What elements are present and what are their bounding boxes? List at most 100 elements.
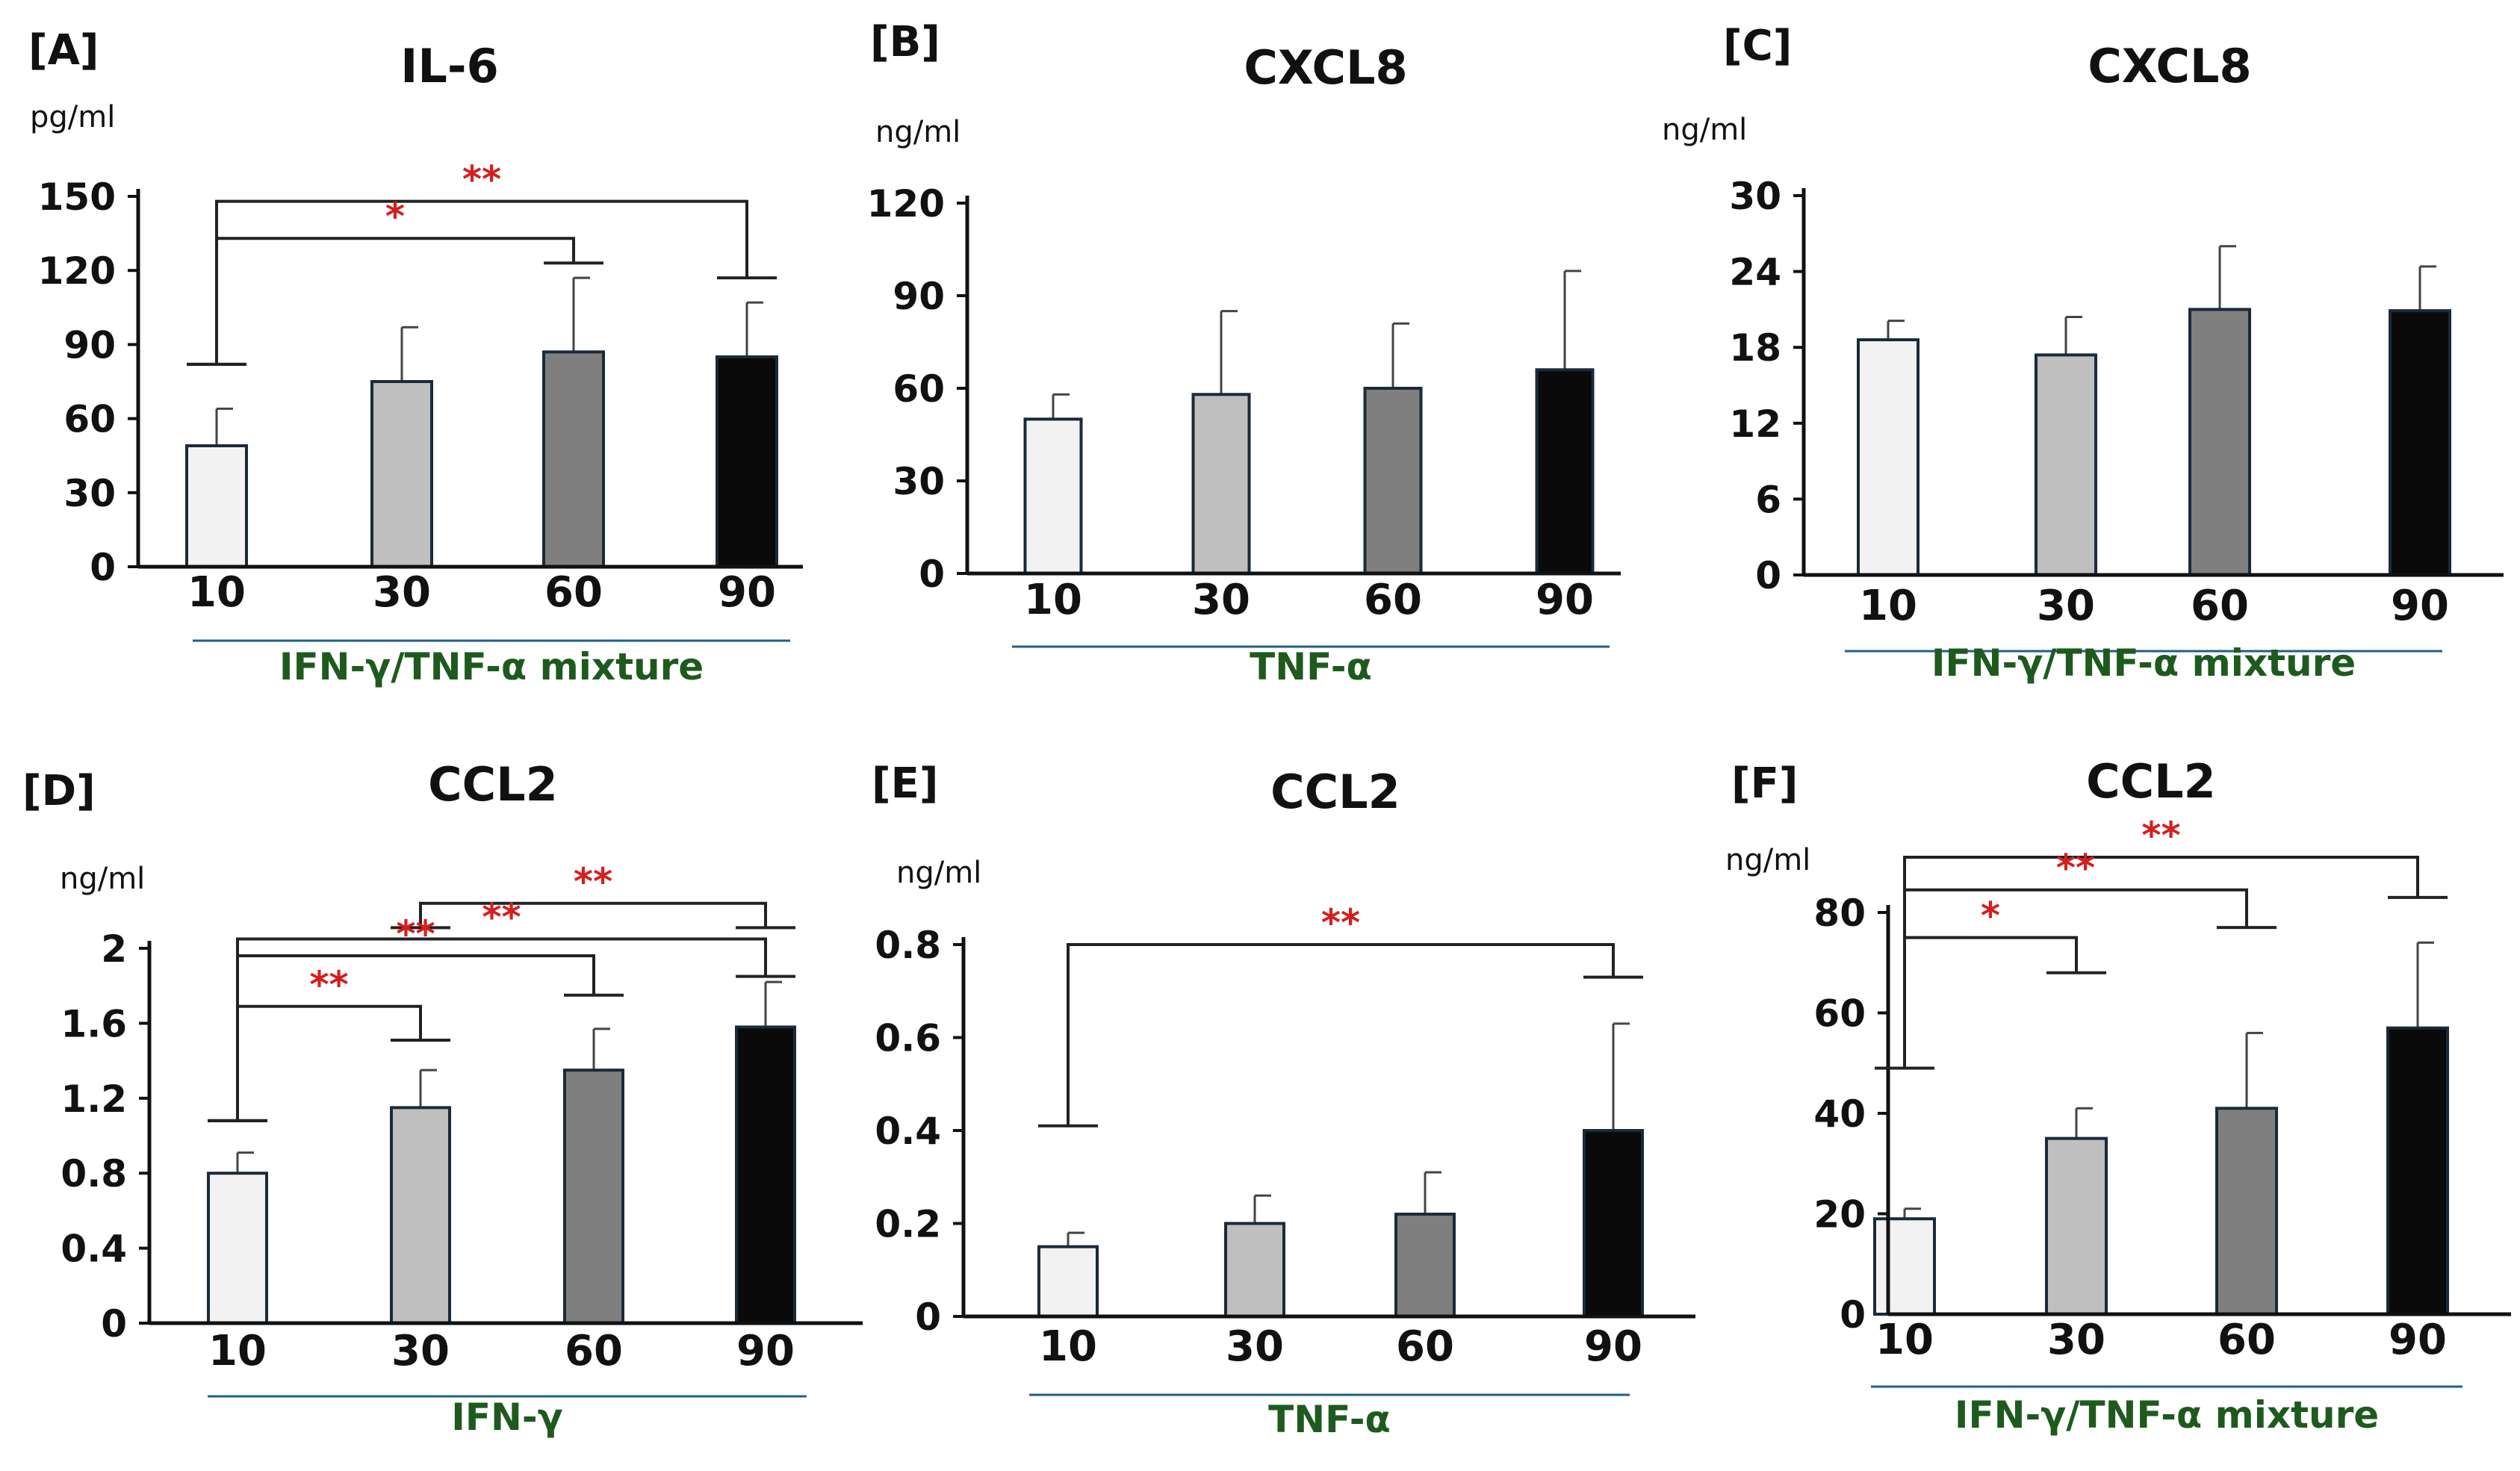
y-unit-label: ng/ml <box>896 856 981 890</box>
significance-bracket <box>215 237 575 364</box>
x-category-label: 10 <box>1024 576 1082 624</box>
significance-marker: ** <box>482 895 521 939</box>
bar-10 <box>1023 417 1083 575</box>
bar-90 <box>1535 368 1595 575</box>
bar-10 <box>1873 1217 1936 1316</box>
panel-label: [D] <box>22 767 96 815</box>
x-category-label: 30 <box>2037 582 2095 630</box>
y-unit-label: pg/ml <box>30 100 115 134</box>
significance-marker: ** <box>2141 814 2180 857</box>
x-axis-group-label: TNF-α <box>1268 1398 1391 1441</box>
x-category-label: 30 <box>1226 1322 1284 1371</box>
y-tick-label: 0 <box>101 1302 127 1346</box>
panel-5: [E] CCL2 ng/ml 0 0.2 0.4 0.6 0.8 10 30 60 90 TNF-α ** <box>872 759 1695 1441</box>
bar-60 <box>2188 308 2251 576</box>
panel-label: [A] <box>28 26 99 75</box>
y-tick-label: 24 <box>1729 251 1781 294</box>
significance-marker: * <box>1981 895 2000 938</box>
bar-10 <box>1037 1245 1099 1318</box>
bar-90 <box>2389 309 2451 576</box>
bar-90 <box>2386 1026 2449 1316</box>
y-tick-label: 90 <box>63 323 116 367</box>
x-category-label: 30 <box>1192 576 1250 624</box>
significance-bracket <box>1067 943 1615 1126</box>
significance-bracket <box>236 1004 422 1121</box>
x-category-label: 90 <box>718 568 776 617</box>
y-tick-label: 0.6 <box>875 1017 941 1060</box>
y-unit-label: ng/ml <box>1662 113 1747 147</box>
x-category-label: 10 <box>208 1327 267 1375</box>
x-category-label: 90 <box>736 1327 795 1375</box>
significance-bracket <box>215 199 748 364</box>
significance-bracket <box>1903 936 2078 1069</box>
chart-title: CCL2 <box>1270 765 1400 819</box>
x-category-label: 90 <box>2389 1316 2447 1364</box>
x-category-label: 10 <box>1039 1322 1097 1371</box>
bar-60 <box>2215 1107 2278 1316</box>
y-tick-label: 60 <box>893 367 945 411</box>
significance-marker: ** <box>1321 901 1360 945</box>
chart-title: CCL2 <box>428 757 558 812</box>
bar-30 <box>2035 353 2097 576</box>
bar-30 <box>390 1106 451 1325</box>
x-category-label: 60 <box>2191 582 2249 630</box>
y-tick-label: 0.4 <box>875 1110 941 1153</box>
x-axis-group-label: IFN-γ/TNF-α mixture <box>279 645 704 688</box>
significance-bracket <box>236 954 595 1121</box>
panel-4: [D] CCL2 ng/ml 0 0.4 0.8 1.2 1.6 2 10 30 60 90 IFN-γ *… <box>22 757 863 1439</box>
significance-marker: ** <box>574 860 612 904</box>
panel-1: [A] IL-6 pg/ml 0 30 60 90 120 150 10 30 60 90 IFN-γ/T… <box>28 26 803 688</box>
y-tick-label: 18 <box>1729 326 1781 370</box>
y-tick-label: 30 <box>63 472 116 515</box>
x-category-label: 10 <box>187 568 246 617</box>
significance-marker: ** <box>309 963 348 1007</box>
y-tick-label: 0 <box>919 553 945 596</box>
significance-marker: ** <box>396 912 435 956</box>
y-unit-label: ng/ml <box>60 862 145 896</box>
bar-10 <box>185 444 248 568</box>
x-category-label: 10 <box>1859 582 1917 630</box>
significance-marker: ** <box>462 158 501 202</box>
x-category-label: 60 <box>1364 576 1422 624</box>
y-tick-label: 30 <box>893 460 945 503</box>
panel-label: [C] <box>1723 22 1792 70</box>
y-unit-label: ng/ml <box>875 115 960 149</box>
significance-bracket <box>1903 888 2248 1069</box>
bar-60 <box>563 1069 624 1325</box>
y-tick-label: 90 <box>893 275 945 318</box>
significance-marker: ** <box>2056 847 2095 890</box>
y-tick-label: 30 <box>1729 175 1781 218</box>
chart-title: CCL2 <box>2086 754 2216 809</box>
y-tick-label: 120 <box>867 182 945 226</box>
x-category-label: 10 <box>1875 1316 1934 1364</box>
x-category-label: 90 <box>2391 582 2449 630</box>
y-tick-label: 0 <box>90 546 116 589</box>
y-tick-label: 1.6 <box>60 1002 127 1045</box>
chart-title: CXCL8 <box>2088 39 2251 93</box>
chart-title: IL-6 <box>400 39 498 93</box>
bar-10 <box>1857 338 1920 576</box>
y-tick-label: 0.2 <box>875 1203 941 1246</box>
y-tick-label: 2 <box>101 927 127 971</box>
y-unit-label: ng/ml <box>1725 843 1810 877</box>
y-tick-label: 60 <box>1813 992 1866 1036</box>
x-category-label: 30 <box>373 568 431 617</box>
bar-90 <box>716 355 778 568</box>
bar-60 <box>1363 387 1423 575</box>
x-category-label: 60 <box>544 568 603 617</box>
x-category-label: 60 <box>565 1327 623 1375</box>
x-category-label: 90 <box>1536 576 1594 624</box>
significance-marker: * <box>385 195 405 238</box>
y-tick-label: 120 <box>38 249 116 293</box>
x-axis-group-label: IFN-γ/TNF-α mixture <box>1955 1393 2379 1437</box>
chart-title: CXCL8 <box>1244 40 1407 95</box>
panel-6: [F] CCL2 ng/ml 0 20 40 60 80 10 30 60 90IFN-γ/TNF-α… <box>1725 754 2511 1437</box>
bar-30 <box>1191 393 1251 575</box>
y-tick-label: 0 <box>1840 1293 1866 1337</box>
x-category-label: 60 <box>2218 1316 2276 1364</box>
y-tick-label: 1.2 <box>60 1077 127 1121</box>
bar-30 <box>370 380 433 568</box>
y-tick-label: 0 <box>1755 554 1781 597</box>
significance-bracket <box>419 901 767 928</box>
bar-60 <box>542 350 605 568</box>
